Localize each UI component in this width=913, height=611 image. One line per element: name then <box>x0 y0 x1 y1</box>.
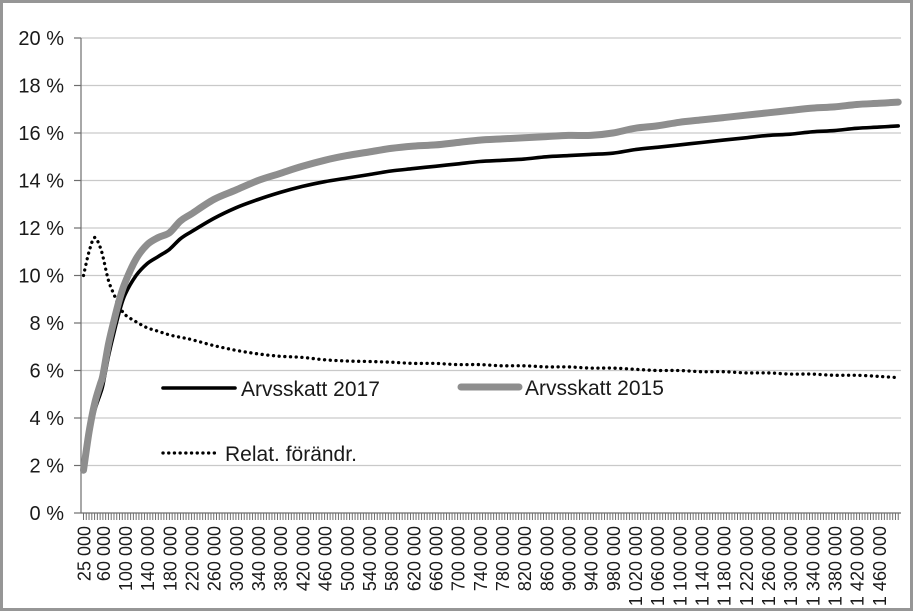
x-axis-label: 1 380 000 <box>825 526 845 606</box>
x-axis-label: 860 000 <box>537 526 557 591</box>
series-line-arvsskatt-2015 <box>79 98 902 474</box>
x-axis-label: 1 300 000 <box>781 526 801 606</box>
y-axis-label: 6 % <box>30 361 65 383</box>
x-axis-label: 25 000 <box>74 526 94 581</box>
x-axis-label: 1 340 000 <box>803 526 823 606</box>
x-axis-label: 260 000 <box>205 526 225 591</box>
x-axis-label: 180 000 <box>160 526 180 591</box>
y-axis-label: 10 % <box>18 266 64 288</box>
x-axis-label: 340 000 <box>249 526 269 591</box>
x-axis-label: 1 420 000 <box>848 526 868 606</box>
line-chart: 0 % 2 % 4 % 6 % 8 % 10 % 12 % 14 % 16 % 18 % 20 % 2… <box>18 28 902 606</box>
x-axis-label: 700 000 <box>449 526 469 591</box>
x-axis-label: 1 260 000 <box>759 526 779 606</box>
x-axis-label: 820 000 <box>515 526 535 591</box>
x-axis-label: 660 000 <box>426 526 446 591</box>
y-axis-label: 20 % <box>18 28 64 50</box>
x-axis-label: 900 000 <box>559 526 579 591</box>
x-axis-label: 1 100 000 <box>670 526 690 606</box>
x-axis-label: 60 000 <box>94 526 114 581</box>
x-axis-label: 1 060 000 <box>648 526 668 606</box>
x-axis-label: 140 000 <box>138 526 158 591</box>
x-axis-label: 500 000 <box>338 526 358 591</box>
legend-label-arvsskatt-2017: Arvsskatt 2017 <box>241 378 380 401</box>
x-axis-label: 300 000 <box>227 526 247 591</box>
x-axis-label: 620 000 <box>404 526 424 591</box>
x-axis-label: 1 180 000 <box>715 526 735 606</box>
x-axis-label: 740 000 <box>471 526 491 591</box>
y-axis-label: 2 % <box>30 456 65 478</box>
y-axis-label: 4 % <box>30 408 65 430</box>
x-axis-label: 1 020 000 <box>626 526 646 606</box>
x-axis-label: 1 460 000 <box>870 526 890 606</box>
y-axis-label: 12 % <box>18 218 64 240</box>
y-axis-label: 14 % <box>18 171 64 193</box>
y-axis-label: 8 % <box>30 313 65 335</box>
x-axis-label: 100 000 <box>116 526 136 591</box>
x-axis-label: 980 000 <box>604 526 624 591</box>
y-axis-label: 16 % <box>18 123 64 145</box>
y-axis-label: 18 % <box>18 76 64 98</box>
x-axis-label: 380 000 <box>271 526 291 591</box>
x-axis-label: 540 000 <box>360 526 380 591</box>
legend-label-arvsskatt-2015: Arvsskatt 2015 <box>525 377 664 400</box>
x-axis-label: 460 000 <box>316 526 336 591</box>
x-axis-label: 580 000 <box>382 526 402 591</box>
y-axis-label: 0 % <box>30 503 65 525</box>
x-axis-label: 1 140 000 <box>692 526 712 606</box>
x-axis-label: 420 000 <box>293 526 313 591</box>
series-line-relat-f-r-ndr <box>81 235 900 380</box>
x-axis-label: 220 000 <box>183 526 203 591</box>
x-axis-label: 940 000 <box>582 526 602 591</box>
legend-label-relat-f-r-ndr: Relat. förändr. <box>225 443 357 466</box>
x-axis-label: 1 220 000 <box>737 526 757 606</box>
x-axis-label: 780 000 <box>493 526 513 591</box>
